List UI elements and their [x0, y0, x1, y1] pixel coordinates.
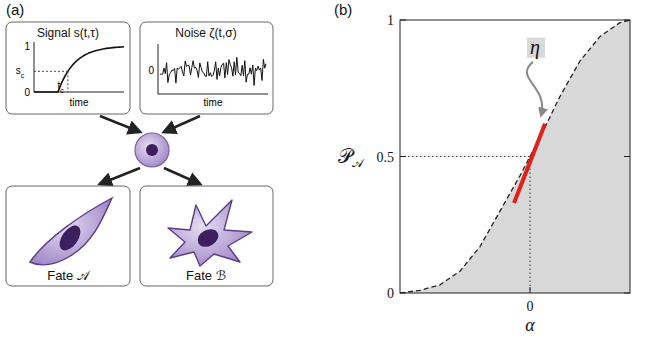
guide-line [530, 157, 531, 294]
time-marker-label: tc [58, 80, 65, 94]
tick-label: 0 [148, 65, 154, 76]
fate-label: Fate ℬ [186, 268, 226, 283]
noise-box [140, 22, 273, 114]
axis-label: time [70, 97, 89, 108]
axis [158, 94, 268, 95]
panel-label: (a) [6, 1, 24, 18]
fate-box [6, 186, 130, 286]
panel-b: (b)00.510α𝒫𝒜η [334, 1, 630, 335]
fate-label: Fate 𝒜 [47, 268, 91, 283]
threshold-guide [34, 71, 68, 72]
fate-box [140, 186, 273, 286]
area-fill [400, 20, 630, 293]
annotation-label: η [530, 36, 540, 59]
tick-label: 0.5 [377, 150, 395, 165]
y-axis-title: 𝒫𝒜 [338, 145, 365, 170]
tick [400, 20, 406, 21]
axis-label: time [204, 97, 223, 108]
nucleus [146, 144, 158, 156]
text-sub: c [21, 72, 25, 79]
cell [135, 133, 169, 167]
guide-line [400, 156, 530, 157]
figure: (a)Signal s(t,τ)10sctctimeNoise ζ(t,σ)0t… [0, 0, 656, 342]
signal-title: Signal s(t,τ) [37, 26, 99, 40]
tick [400, 156, 406, 157]
noise-trace [160, 57, 266, 85]
cell-fate-b [168, 200, 252, 266]
noise-title: Noise ζ(t,σ) [175, 26, 236, 40]
nucleus [194, 226, 221, 251]
curve [400, 20, 630, 293]
axis [158, 44, 159, 94]
tick-label: 0 [24, 87, 30, 98]
arrow [164, 116, 200, 132]
plot-frame [400, 20, 630, 293]
annotation-arrow [527, 62, 542, 116]
arrow [164, 168, 200, 184]
panel-label: (b) [334, 1, 352, 18]
axis [34, 42, 35, 92]
signal-curve [34, 47, 124, 92]
tick-label: 0 [387, 286, 394, 301]
cell-fate-a [30, 198, 112, 265]
tick-label: 1 [387, 13, 394, 28]
tick-label: 0 [527, 299, 534, 314]
eta-segment [514, 124, 545, 203]
tick-label: 1 [24, 41, 30, 52]
arrow [100, 168, 140, 184]
threshold-label: sc [16, 65, 25, 79]
tick [624, 293, 630, 294]
x-axis-title: α [525, 315, 535, 335]
threshold-guide [67, 71, 68, 92]
text-sub: 𝒜 [352, 156, 365, 170]
text-sub: c [60, 87, 64, 94]
signal-box [6, 22, 130, 114]
nucleus [55, 222, 84, 254]
tick [530, 287, 531, 293]
tick [624, 20, 630, 21]
panel-a: (a)Signal s(t,τ)10sctctimeNoise ζ(t,σ)0t… [6, 1, 273, 286]
tick [624, 156, 630, 157]
tick [400, 293, 406, 294]
plot-data [400, 20, 630, 293]
arrow [100, 116, 140, 132]
